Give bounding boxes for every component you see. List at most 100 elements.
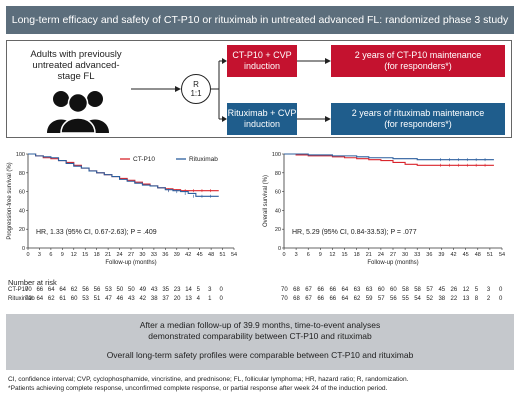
x-tick-label: 36 bbox=[162, 252, 168, 258]
risk-value: 4 bbox=[196, 296, 200, 302]
x-tick-label: 3 bbox=[295, 252, 298, 258]
page-title: Long-term efficacy and safety of CT-P10 … bbox=[11, 14, 509, 26]
risk-value: 60 bbox=[70, 296, 78, 302]
people-icon bbox=[47, 91, 109, 133]
risk-value: 57 bbox=[426, 287, 434, 293]
x-tick-label: 6 bbox=[307, 252, 310, 258]
risk-value: 67 bbox=[305, 296, 312, 302]
risk-value: 62 bbox=[47, 296, 55, 302]
footnote: CI, confidence interval; CVP, cyclophosp… bbox=[8, 376, 514, 393]
population-label: Adults with previously untreated advance… bbox=[30, 49, 122, 82]
risk-value: 3 bbox=[486, 287, 491, 293]
risk-value: 60 bbox=[377, 287, 385, 293]
ctp10-maintenance-box: 2 years of CT-P10 maintenance (for respo… bbox=[331, 45, 505, 77]
x-tick-label: 18 bbox=[354, 252, 360, 258]
risk-row-label: Rituximab bbox=[8, 296, 35, 302]
risk-value: 54 bbox=[414, 296, 421, 302]
risk-value: 64 bbox=[47, 287, 55, 293]
risk-value: 46 bbox=[116, 296, 124, 302]
y-tick-label: 80 bbox=[275, 171, 281, 177]
risk-value: 35 bbox=[162, 287, 170, 293]
risk-value: 12 bbox=[462, 287, 470, 293]
risk-value: 60 bbox=[390, 287, 397, 293]
risk-value: 58 bbox=[414, 287, 421, 293]
risk-value: 53 bbox=[105, 287, 112, 293]
x-tick-label: 54 bbox=[499, 252, 505, 258]
x-tick-label: 51 bbox=[487, 252, 493, 258]
risk-value: 45 bbox=[438, 287, 446, 293]
y-tick-label: 0 bbox=[278, 246, 281, 252]
x-tick-label: 0 bbox=[26, 252, 29, 258]
risk-value: 59 bbox=[365, 296, 373, 302]
risk-value: 14 bbox=[185, 287, 192, 293]
y-tick-label: 40 bbox=[19, 208, 25, 214]
x-tick-label: 39 bbox=[438, 252, 444, 258]
risk-value: 70 bbox=[281, 296, 288, 302]
risk-value: 0 bbox=[499, 287, 503, 293]
rituximab-induction-box: Rituximab + CVP induction bbox=[227, 103, 297, 135]
x-tick-label: 15 bbox=[82, 252, 88, 258]
footnote-responders: *Patients achieving complete response, u… bbox=[8, 384, 388, 392]
risk-value: 0 bbox=[219, 287, 223, 293]
risk-value: 68 bbox=[293, 287, 300, 293]
x-tick-label: 12 bbox=[71, 252, 77, 258]
x-tick-label: 15 bbox=[341, 252, 347, 258]
risk-value: 37 bbox=[162, 296, 170, 302]
risk-value: 57 bbox=[377, 296, 385, 302]
risk-value: 62 bbox=[70, 287, 78, 293]
randomization-label: R bbox=[193, 80, 199, 89]
risk-value: 38 bbox=[150, 296, 158, 302]
risk-value: 13 bbox=[185, 296, 192, 302]
risk-value: 66 bbox=[317, 287, 325, 293]
risk-value: 66 bbox=[36, 287, 44, 293]
risk-value: 2 bbox=[486, 296, 491, 302]
x-tick-label: 21 bbox=[105, 252, 111, 258]
x-tick-label: 12 bbox=[329, 252, 335, 258]
x-tick-label: 24 bbox=[378, 252, 384, 258]
summary-line-1: After a median follow-up of 39.9 months,… bbox=[139, 320, 381, 330]
risk-value: 70 bbox=[25, 296, 32, 302]
risk-value: 43 bbox=[150, 287, 158, 293]
risk-value: 3 bbox=[208, 287, 212, 293]
x-tick-label: 51 bbox=[219, 252, 225, 258]
risk-value: 63 bbox=[365, 287, 373, 293]
risk-value: 51 bbox=[93, 296, 101, 302]
risk-value: 63 bbox=[353, 287, 361, 293]
legend-label-rituximab: Rituximab bbox=[189, 156, 218, 163]
x-axis-label: Follow-up (months) bbox=[367, 260, 418, 266]
summary-line-2: demonstrated comparability between CT-P1… bbox=[148, 330, 372, 341]
y-axis-label: Progression-free survival (%) bbox=[7, 162, 13, 239]
risk-value: 22 bbox=[450, 296, 458, 302]
x-tick-label: 24 bbox=[116, 252, 122, 258]
study-design-panel: Adults with previously untreated advance… bbox=[6, 40, 512, 138]
risk-value: 42 bbox=[139, 296, 147, 302]
footnote-abbreviations: CI, confidence interval; CVP, cyclophosp… bbox=[8, 376, 409, 383]
y-tick-label: 60 bbox=[19, 190, 25, 196]
x-tick-label: 30 bbox=[139, 252, 145, 258]
risk-value: 13 bbox=[462, 296, 470, 302]
risk-value: 43 bbox=[128, 296, 135, 302]
y-tick-label: 60 bbox=[275, 190, 281, 196]
x-tick-label: 48 bbox=[208, 252, 214, 258]
x-axis-label: Follow-up (months) bbox=[105, 260, 156, 266]
x-tick-label: 42 bbox=[185, 252, 191, 258]
risk-header: Number at risk bbox=[8, 278, 57, 287]
series-line-ct-p10 bbox=[284, 153, 494, 166]
summary-box: After a median follow-up of 39.9 months,… bbox=[6, 314, 514, 370]
risk-value: 5 bbox=[196, 287, 200, 293]
y-tick-label: 100 bbox=[16, 152, 25, 158]
risk-value: 38 bbox=[438, 296, 446, 302]
randomization-ratio: 1:1 bbox=[190, 89, 202, 98]
title-bar: Long-term efficacy and safety of CT-P10 … bbox=[6, 6, 514, 34]
design-arrows bbox=[131, 58, 331, 122]
risk-value: 62 bbox=[353, 296, 361, 302]
risk-value: 66 bbox=[317, 296, 325, 302]
risk-value: 66 bbox=[329, 296, 337, 302]
risk-value: 47 bbox=[105, 296, 112, 302]
risk-value: 52 bbox=[426, 296, 434, 302]
risk-value: 53 bbox=[82, 296, 89, 302]
risk-value: 50 bbox=[116, 287, 124, 293]
risk-value: 66 bbox=[329, 287, 337, 293]
